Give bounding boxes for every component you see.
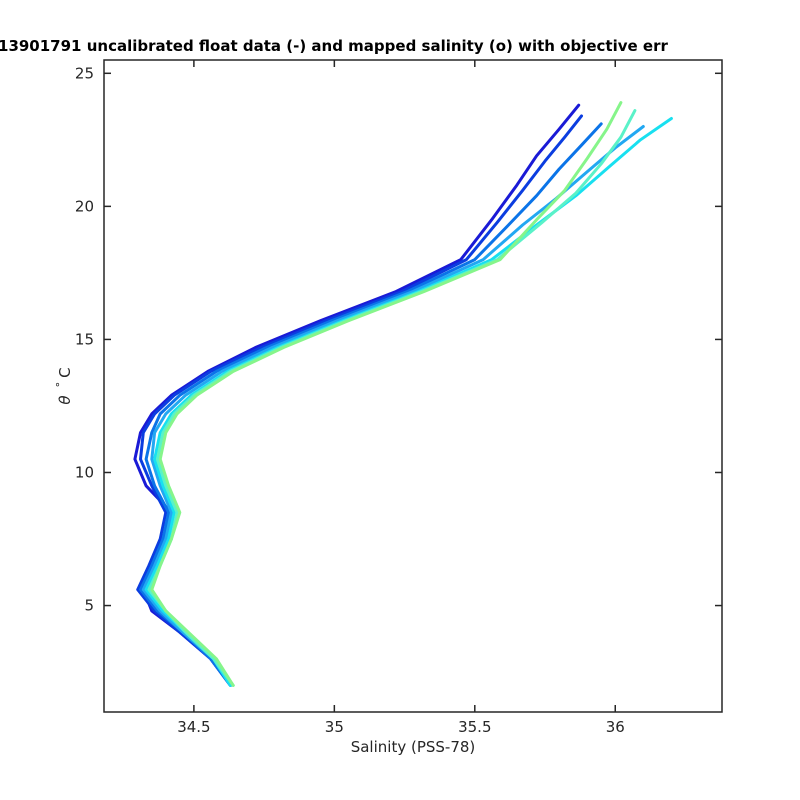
x-tick-label: 34.5 <box>177 718 210 736</box>
x-tick-label: 35 <box>325 718 344 736</box>
y-tick-label: 15 <box>75 330 94 348</box>
tick-layer: 34.5 35 35.5 36 5 10 15 20 25 <box>75 60 722 736</box>
chart-title-prefix: 1 <box>0 37 8 55</box>
chart-title: 13901791 uncalibrated float data (-) and… <box>0 37 668 55</box>
series-layer <box>133 101 673 687</box>
series-line-4 <box>141 125 645 687</box>
series-line-7 <box>150 101 623 687</box>
x-axis-label: Salinity (PSS-78) <box>351 738 476 756</box>
y-tick-label: 10 <box>75 463 94 481</box>
y-tick-label: 25 <box>75 64 94 82</box>
series-line-3 <box>139 122 603 687</box>
series-line-5 <box>144 117 673 687</box>
chart-title-text: 3901791 uncalibrated float data (-) and … <box>8 37 668 55</box>
y-tick-label: 20 <box>75 197 94 215</box>
plot-frame <box>103 59 723 713</box>
x-tick-label: 36 <box>606 718 625 736</box>
y-axis-label-symbol: θ <box>56 395 74 404</box>
y-axis-label-unit: C <box>56 367 74 377</box>
series-line-2 <box>136 114 583 687</box>
x-tick-label: 35.5 <box>458 718 491 736</box>
y-tick-label: 5 <box>84 597 94 615</box>
y-axis-label-degree: ° <box>54 382 67 388</box>
series-line-6 <box>147 109 637 687</box>
y-axis-label: θ ° C <box>54 367 74 404</box>
series-line-1 <box>133 103 581 687</box>
